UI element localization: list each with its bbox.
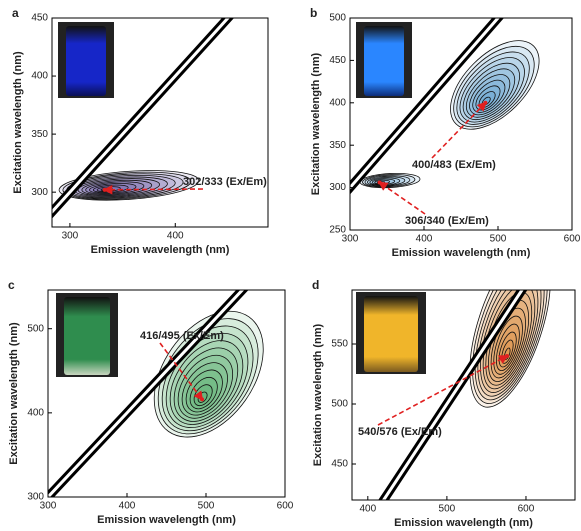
x-tick-label: 600	[564, 234, 581, 245]
peak-annotation: 540/576 (Ex/Em)	[358, 426, 442, 438]
vial	[364, 26, 404, 96]
x-tick-label: 400	[416, 234, 433, 245]
peak-annotation: 302/333 (Ex/Em)	[183, 176, 267, 188]
y-tick-label: 400	[27, 407, 44, 418]
y-tick-label: 350	[31, 129, 48, 140]
peak-marker	[505, 354, 509, 358]
peak-annotation: 400/483 (Ex/Em)	[412, 159, 496, 171]
y-tick-label: 500	[331, 399, 348, 410]
scatter-band	[10, 0, 270, 258]
vial	[66, 26, 106, 96]
plot-area	[320, 0, 554, 222]
y-tick-label: 400	[31, 71, 48, 82]
x-axis-label: Emission wavelength (nm)	[394, 517, 533, 529]
peak-annotation: 306/340 (Ex/Em)	[405, 215, 489, 227]
peak-marker	[103, 188, 107, 192]
y-tick-label: 500	[27, 323, 44, 334]
figure: 300 400 300 350 400 450 Emission wavelength (n…	[0, 0, 581, 531]
y-axis-label: Excitation wavelength (nm)	[8, 322, 20, 465]
y-tick-label: 450	[331, 459, 348, 470]
peak-annotation: 416/495 (Ex/Em)	[140, 330, 224, 342]
y-tick-label: 350	[329, 140, 346, 151]
panel-label: d	[312, 278, 319, 292]
vial	[64, 297, 110, 375]
vial	[364, 296, 418, 372]
peak-marker	[200, 397, 204, 401]
x-tick-label: 600	[518, 504, 535, 515]
x-tick-label: 500	[490, 234, 507, 245]
y-axis-label: Excitation wavelength (nm)	[310, 52, 322, 195]
y-tick-label: 300	[329, 182, 346, 193]
y-axis-label: Excitation wavelength (nm)	[312, 323, 324, 466]
scatter-band	[10, 0, 270, 258]
y-axis-label: Excitation wavelength (nm)	[12, 51, 24, 194]
x-axis-label: Emission wavelength (nm)	[392, 247, 531, 259]
peak-marker	[378, 181, 382, 185]
y-tick-label: 250	[329, 225, 346, 236]
x-tick-label: 300	[62, 231, 79, 242]
x-tick-label: 400	[167, 231, 184, 242]
plot-area	[10, 0, 270, 258]
scatter-band	[352, 242, 554, 531]
x-tick-label: 500	[439, 504, 456, 515]
scatter-band	[352, 242, 554, 531]
y-tick-label: 400	[329, 97, 346, 108]
panel-label: c	[8, 278, 15, 292]
x-axis-label: Emission wavelength (nm)	[91, 244, 230, 256]
peak-marker	[483, 101, 487, 105]
y-tick-label: 450	[31, 13, 48, 24]
plot-area	[352, 235, 567, 531]
y-tick-label: 450	[329, 55, 346, 66]
x-tick-label: 400	[359, 504, 376, 515]
y-tick-label: 300	[31, 187, 48, 198]
x-tick-label: 500	[198, 501, 215, 512]
y-tick-label: 500	[329, 13, 346, 24]
panel-label: a	[12, 6, 19, 20]
panel-label: b	[310, 6, 317, 20]
x-axis-label: Emission wavelength (nm)	[97, 514, 236, 526]
y-tick-label: 550	[331, 339, 348, 350]
x-tick-label: 400	[119, 501, 136, 512]
x-tick-label: 600	[277, 501, 294, 512]
y-tick-label: 300	[27, 492, 44, 503]
